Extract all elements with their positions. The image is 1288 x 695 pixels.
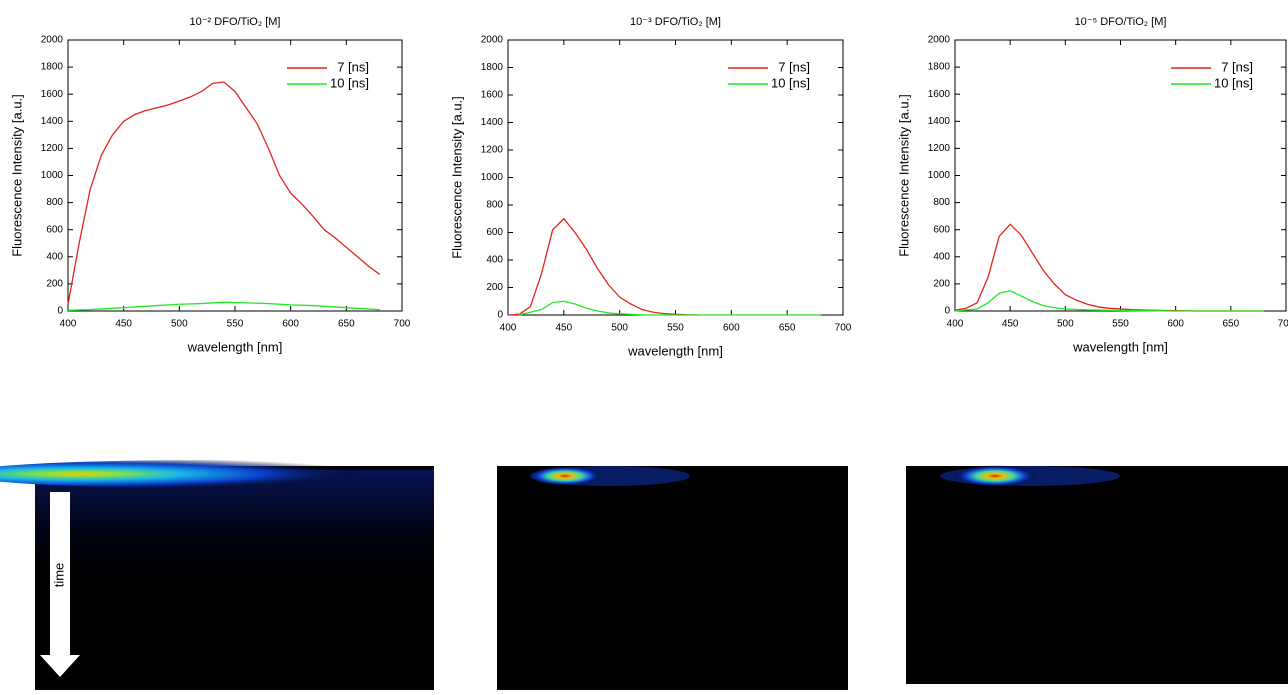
y-tick-label: 0: [57, 306, 63, 317]
x-axis-label: wavelength [nm]: [187, 339, 283, 354]
y-tick-label: 0: [497, 310, 503, 321]
y-tick-label: 600: [933, 224, 950, 235]
y-tick-label: 1800: [928, 62, 951, 73]
chart-title: 10⁻⁵ DFO/TiO₂ [M]: [1075, 16, 1167, 28]
data-line: [67, 81, 381, 305]
y-tick-label: 1200: [928, 143, 951, 154]
legend-label: 10 [ns]: [330, 75, 369, 90]
y-tick-label: 1000: [41, 170, 64, 181]
y-tick-label: 1200: [41, 143, 64, 154]
y-tick-label: 2000: [481, 35, 504, 46]
legend-label: 10 [ns]: [1214, 75, 1253, 90]
y-tick-label: 800: [46, 197, 63, 208]
x-tick-label: 700: [835, 323, 852, 334]
y-tick-label: 1600: [928, 89, 951, 100]
y-tick-label: 1600: [481, 90, 504, 101]
y-tick-label: 0: [944, 306, 950, 317]
x-tick-label: 500: [1057, 319, 1074, 330]
y-tick-label: 800: [933, 197, 950, 208]
x-tick-label: 400: [60, 319, 77, 330]
y-tick-label: 800: [486, 200, 503, 211]
y-tick-label: 1000: [928, 170, 951, 181]
y-tick-label: 1000: [481, 172, 504, 183]
x-tick-label: 550: [1112, 319, 1129, 330]
x-tick-label: 600: [1167, 319, 1184, 330]
time-label: time: [51, 563, 66, 588]
y-tick-label: 1600: [41, 89, 64, 100]
data-line: [954, 223, 1264, 312]
x-tick-label: 450: [115, 319, 132, 330]
streak-image: [497, 466, 848, 690]
data-line: [67, 301, 380, 311]
x-tick-label: 700: [394, 319, 411, 330]
x-axis-label: wavelength [nm]: [627, 343, 723, 358]
data-line: [507, 217, 698, 316]
x-tick-label: 400: [947, 319, 964, 330]
chart-title: 10⁻² DFO/TiO₂ [M]: [190, 16, 281, 28]
x-tick-label: 550: [667, 323, 684, 334]
y-tick-label: 200: [46, 279, 63, 290]
streak-image: time: [0, 460, 440, 690]
x-tick-label: 550: [227, 319, 244, 330]
legend-label: 7 [ns]: [1221, 59, 1253, 74]
data-line: [954, 289, 1264, 312]
x-tick-label: 650: [779, 323, 796, 334]
y-tick-label: 1800: [481, 62, 504, 73]
x-tick-label: 600: [282, 319, 299, 330]
legend-label: 7 [ns]: [778, 59, 810, 74]
x-tick-label: 650: [338, 319, 355, 330]
x-tick-label: 400: [500, 323, 517, 334]
x-axis-label: wavelength [nm]: [1072, 339, 1168, 354]
y-tick-label: 1200: [481, 145, 504, 156]
x-tick-label: 500: [171, 319, 188, 330]
y-tick-label: 400: [933, 251, 950, 262]
x-tick-label: 450: [1002, 319, 1019, 330]
streak-image: [906, 465, 1288, 684]
legend-label: 7 [ns]: [337, 59, 369, 74]
y-tick-label: 2000: [928, 35, 951, 46]
x-tick-label: 700: [1278, 319, 1288, 330]
y-tick-label: 400: [486, 255, 503, 266]
legend-label: 10 [ns]: [771, 75, 810, 90]
x-tick-label: 650: [1222, 319, 1239, 330]
y-tick-label: 600: [46, 224, 63, 235]
y-axis-label: Fluorescence Intensity [a.u.]: [449, 96, 464, 259]
y-axis-label: Fluorescence Intensity [a.u.]: [9, 94, 24, 257]
y-tick-label: 200: [486, 282, 503, 293]
x-tick-label: 600: [723, 323, 740, 334]
y-tick-label: 1400: [928, 116, 951, 127]
data-line: [519, 300, 821, 316]
y-tick-label: 1400: [481, 117, 504, 128]
y-axis-label: Fluorescence Intensity [a.u.]: [896, 94, 911, 257]
x-tick-label: 500: [611, 323, 628, 334]
y-tick-label: 2000: [41, 35, 64, 46]
y-tick-label: 600: [486, 227, 503, 238]
x-tick-label: 450: [555, 323, 572, 334]
y-tick-label: 200: [933, 279, 950, 290]
y-tick-label: 1400: [41, 116, 64, 127]
chart-title: 10⁻³ DFO/TiO₂ [M]: [630, 16, 721, 28]
y-tick-label: 1800: [41, 62, 64, 73]
y-tick-label: 400: [46, 251, 63, 262]
